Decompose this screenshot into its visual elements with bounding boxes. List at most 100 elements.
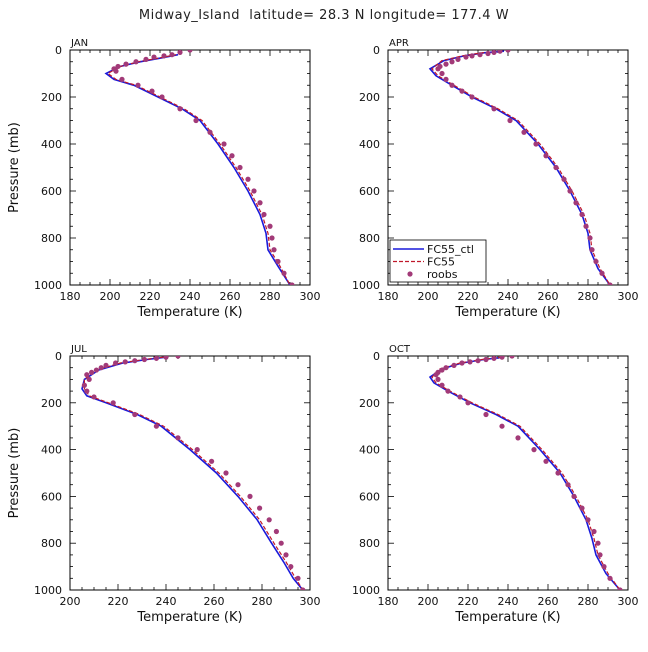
x-tick-label: 260	[220, 290, 241, 303]
x-tick-label: 300	[300, 290, 321, 303]
x-tick-label: 280	[578, 595, 599, 608]
roobs-point	[597, 552, 603, 558]
panel-jul: 200 220 240 260 280 300 0 200 400 600 800 1000 Tempe…	[7, 344, 321, 625]
roobs-point	[278, 540, 284, 546]
roobs-point	[521, 129, 527, 135]
roobs-point	[261, 211, 267, 218]
roobs-point	[132, 358, 138, 364]
y-tick-label: 400	[41, 138, 62, 151]
x-axis-label: Temperature (K)	[136, 610, 242, 625]
roobs-point	[133, 59, 139, 65]
roobs-point	[175, 356, 181, 359]
roobs-point	[587, 235, 593, 241]
roobs-point	[123, 61, 129, 67]
roobs-point	[257, 200, 263, 206]
x-tick-label: 200	[60, 595, 81, 608]
panel-oct: 180 200 220 240 260 280 300 0 200 400 600 800 1000 Te…	[352, 344, 639, 625]
roobs-point	[275, 258, 281, 265]
roobs-point	[221, 141, 227, 147]
roobs-point	[617, 587, 623, 590]
roobs-point	[151, 54, 157, 60]
roobs-point	[439, 70, 445, 77]
y-tick-label: 1000	[352, 584, 380, 597]
roobs-point	[193, 117, 199, 124]
roobs-point	[443, 61, 449, 67]
panel-label: OCT	[389, 344, 411, 355]
roobs-point	[451, 362, 457, 368]
roobs-point	[499, 423, 505, 429]
roobs-point	[463, 54, 469, 60]
y-tick-label: 400	[359, 444, 380, 457]
roobs-point	[251, 188, 257, 194]
roobs-point	[499, 356, 505, 360]
x-tick-label: 240	[156, 595, 177, 608]
x-axis-label: Temperature (K)	[136, 305, 242, 320]
y-tick-label: 800	[41, 232, 62, 245]
roobs-point	[531, 447, 537, 453]
plot-frame	[387, 355, 629, 591]
roobs-point	[533, 141, 539, 147]
y-tick-label: 1000	[34, 584, 62, 597]
roobs-point	[449, 59, 455, 65]
roobs-point	[209, 458, 215, 464]
roobs-point	[153, 356, 159, 361]
roobs-point	[81, 382, 87, 388]
roobs-point	[475, 358, 481, 364]
y-axis-label: Pressure (mb)	[7, 428, 22, 519]
roobs-point	[113, 360, 119, 366]
x-tick-label: 180	[378, 290, 399, 303]
roobs-point	[439, 367, 445, 373]
roobs-point	[497, 50, 503, 54]
roobs-point	[177, 106, 183, 112]
x-tick-label: 300	[300, 595, 321, 608]
roobs-point	[595, 540, 601, 546]
roobs-point	[491, 356, 497, 361]
roobs-point	[161, 53, 167, 59]
x-tick-label: 180	[378, 595, 399, 608]
y-tick-label: 600	[359, 490, 380, 503]
x-tick-label: 220	[140, 290, 161, 303]
roobs-point	[247, 493, 253, 499]
roobs-point	[132, 411, 138, 418]
x-tick-label: 240	[180, 290, 201, 303]
roobs-point	[103, 362, 109, 368]
x-tick-label: 260	[204, 595, 225, 608]
x-tick-label: 260	[538, 290, 559, 303]
roobs-point	[433, 372, 439, 378]
roobs-point	[237, 164, 243, 171]
roobs-point	[143, 56, 149, 63]
roobs-point	[579, 211, 585, 218]
panel-label: APR	[389, 38, 409, 49]
roobs-point	[159, 94, 165, 100]
roobs-point	[469, 53, 475, 59]
x-tick-label: 280	[252, 595, 273, 608]
roobs-point	[565, 482, 571, 488]
x-axis-label: Temperature (K)	[454, 610, 560, 625]
roobs-point	[86, 376, 92, 382]
x-tick-label: 220	[458, 595, 479, 608]
roobs-point	[543, 153, 549, 159]
y-tick-label: 0	[55, 44, 62, 57]
roobs-point	[579, 505, 585, 511]
roobs-point	[571, 493, 577, 499]
roobs-point	[135, 82, 141, 88]
fc55-line	[106, 54, 291, 285]
roobs-point	[89, 369, 95, 375]
legend-label: FC55	[427, 256, 455, 269]
x-axis-label: Temperature (K)	[454, 305, 560, 320]
figure-title: Midway_Island latitude= 28.3 N longitude…	[138, 8, 510, 23]
roobs-point	[543, 458, 549, 464]
panel-label: JAN	[70, 38, 88, 49]
roobs-point	[84, 372, 90, 378]
roobs-point	[223, 470, 229, 476]
series-group	[428, 356, 623, 590]
y-tick-label: 800	[41, 537, 62, 550]
roobs-point	[607, 282, 613, 285]
y-tick-label: 200	[41, 397, 62, 410]
x-tick-label: 200	[418, 290, 439, 303]
roobs-point	[115, 63, 121, 70]
y-tick-label: 800	[359, 232, 380, 245]
x-tick-label: 200	[418, 595, 439, 608]
